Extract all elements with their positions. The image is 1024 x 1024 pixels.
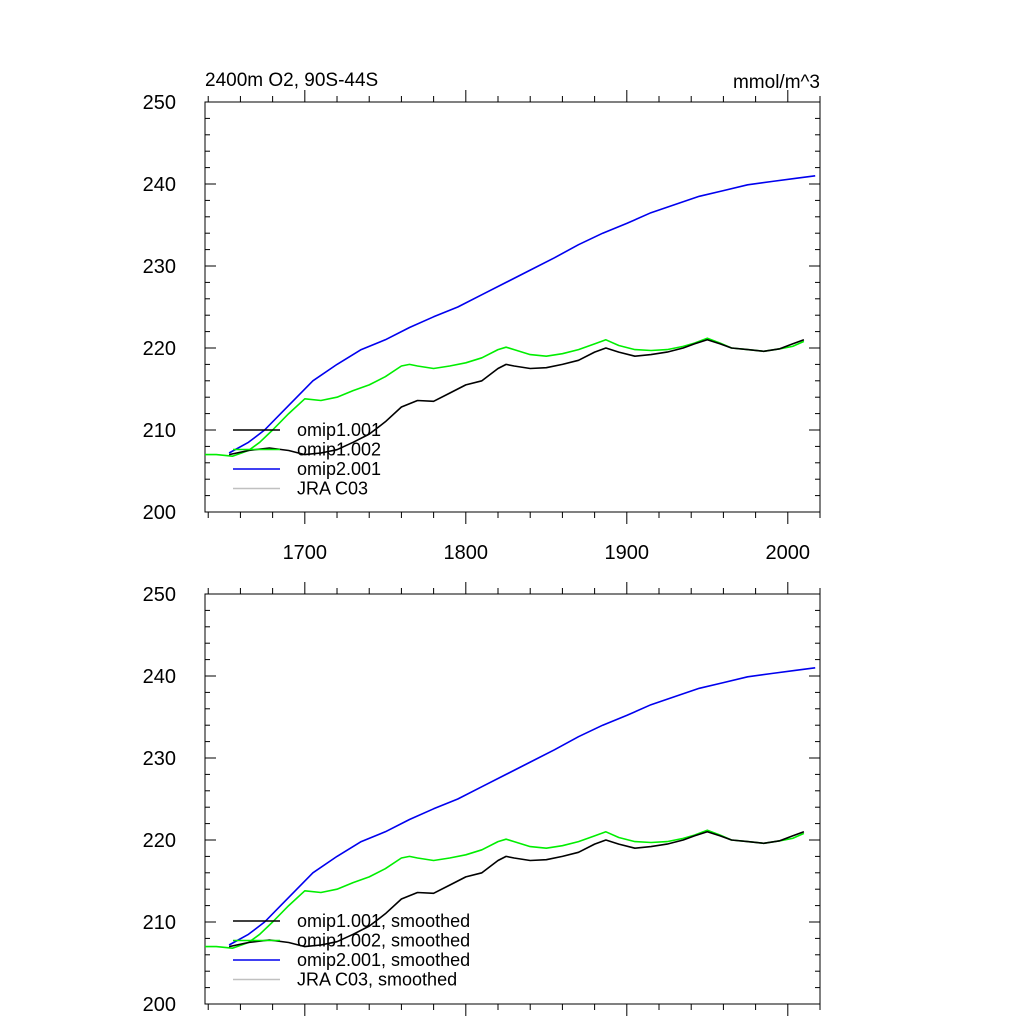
x-tick-label: 1700 — [283, 542, 328, 564]
y-tick-label: 210 — [143, 420, 176, 442]
legend-label: omip1.001 — [297, 420, 381, 440]
y-tick-label: 200 — [143, 994, 176, 1016]
series-line-2 — [205, 337, 805, 458]
chart-panel-1: 200 210 220 230 240 250 1700 1800 1900 2000 2400m … — [143, 70, 821, 564]
y-tick-label: 240 — [143, 174, 176, 196]
y-tick-label: 240 — [143, 666, 176, 688]
y-tick-label: 250 — [143, 584, 176, 606]
legend-label: omip2.001 — [297, 459, 381, 479]
chart-title: 2400m O2, 90S-44S — [205, 70, 378, 91]
legend-label: omip1.002, smoothed — [297, 931, 470, 951]
chart-units-label: mmol/m^3 — [733, 72, 820, 93]
y-tick-label: 220 — [143, 338, 176, 360]
legend-label: JRA C03, smoothed — [297, 970, 457, 990]
y-tick-label: 200 — [143, 502, 176, 524]
y-tick-label: 220 — [143, 830, 176, 852]
plot-frame — [204, 593, 821, 1005]
y-tick-label: 250 — [143, 92, 176, 114]
series-line-2 — [205, 829, 805, 950]
series-line-1 — [228, 830, 805, 948]
legend-label: omip1.001, smoothed — [297, 911, 470, 931]
series-line-3 — [228, 667, 816, 946]
y-tick-label: 230 — [143, 256, 176, 278]
y-tick-label: 230 — [143, 748, 176, 770]
x-tick-label: 1900 — [605, 542, 650, 564]
x-tick-label: 1800 — [444, 542, 489, 564]
legend-label: omip1.002 — [297, 440, 381, 460]
series-line-3 — [228, 175, 816, 454]
series-line-1 — [228, 338, 805, 456]
x-tick-label: 2000 — [766, 542, 811, 564]
legend-label: omip2.001, smoothed — [297, 950, 470, 970]
y-tick-label: 210 — [143, 912, 176, 934]
plot-frame — [204, 101, 821, 513]
legend-label: JRA C03 — [297, 479, 368, 499]
